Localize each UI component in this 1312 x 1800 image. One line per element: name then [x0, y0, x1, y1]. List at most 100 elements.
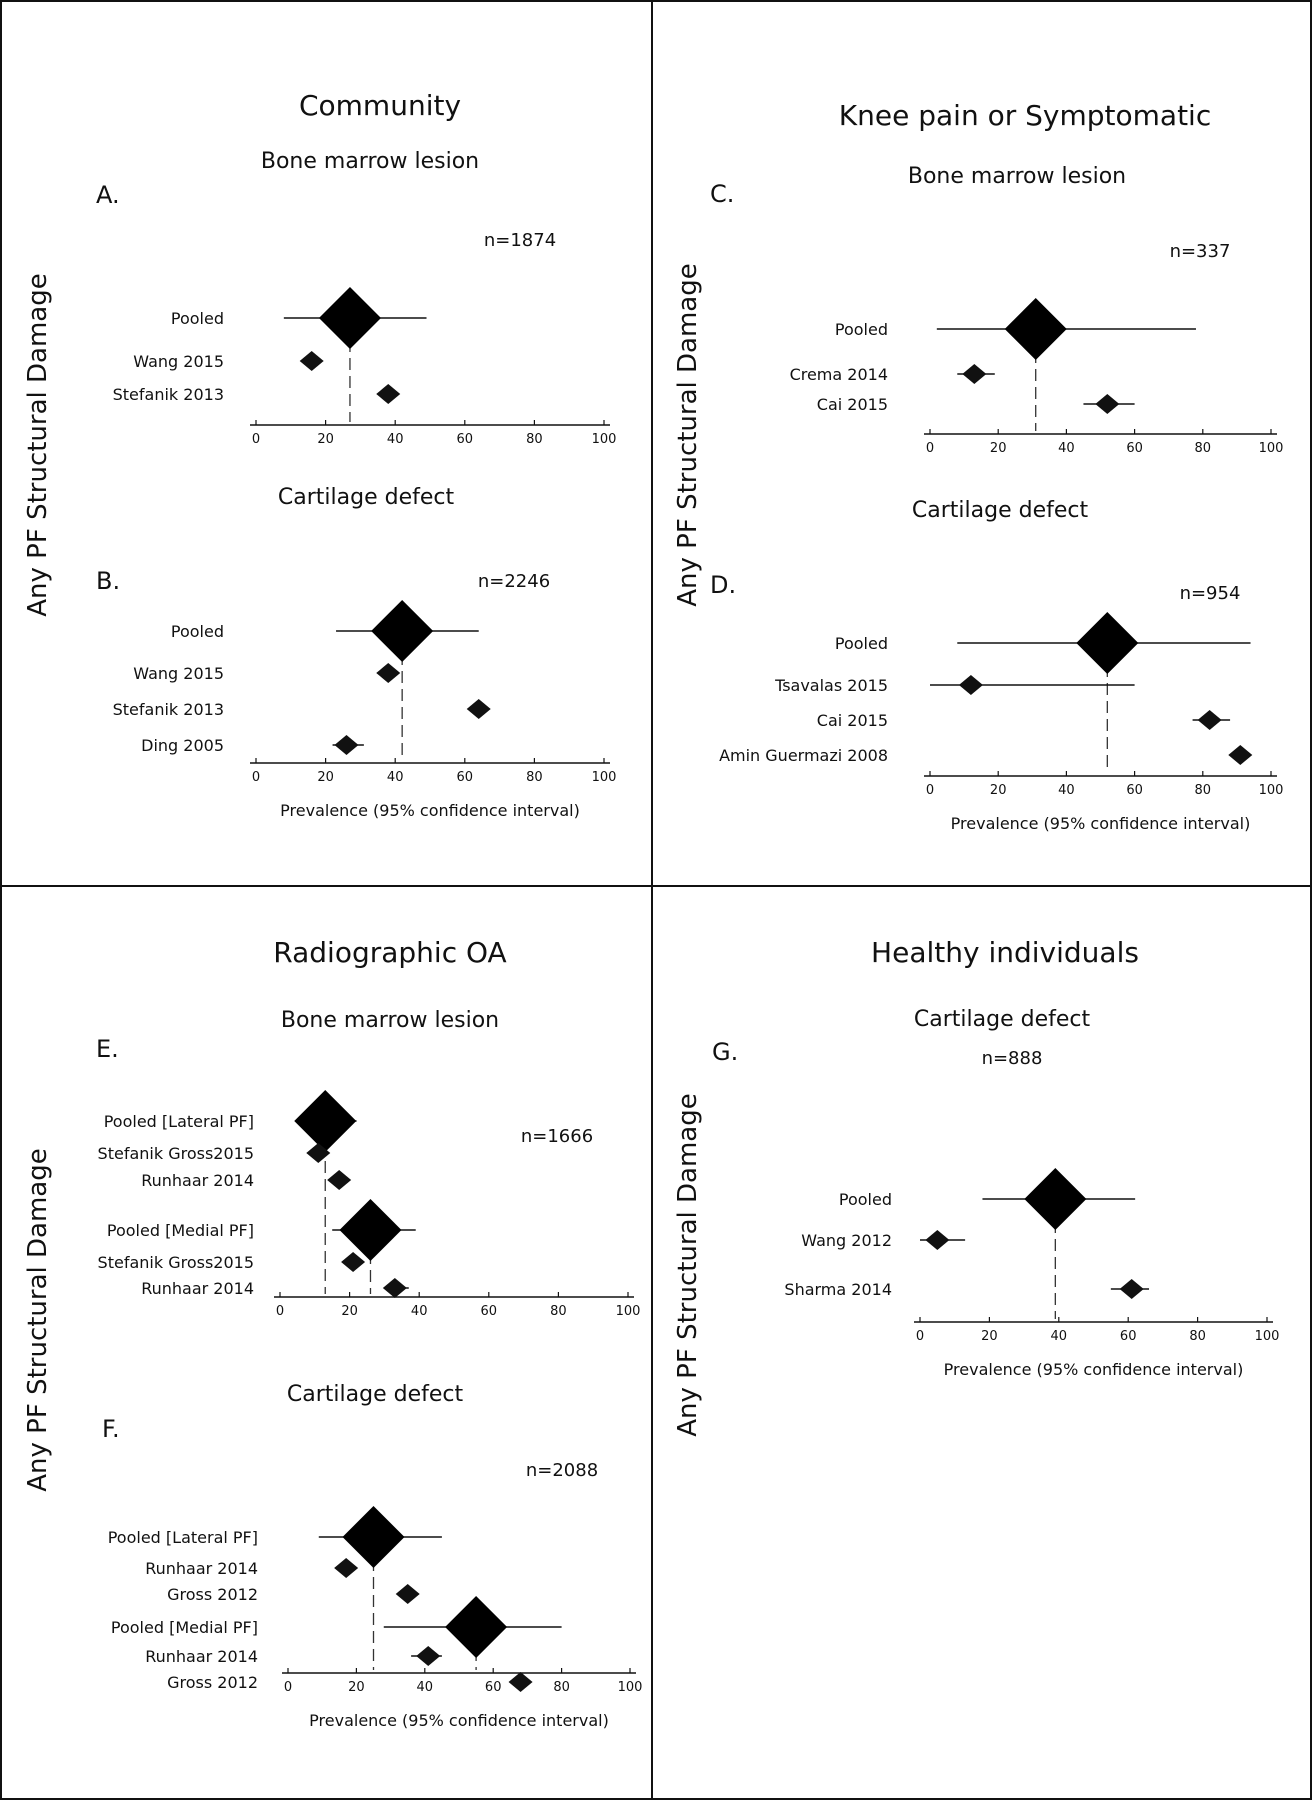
pooled-label: Pooled [Lateral PF]	[104, 1112, 254, 1131]
panel-title-healthy: Healthy individuals	[871, 936, 1139, 969]
x-axis-label: Prevalence (95% confidence interval)	[944, 1360, 1244, 1379]
y-axis-label-knee-pain: Any PF Structural Damage	[673, 263, 703, 606]
x-tick-label: 40	[411, 1304, 428, 1319]
study-label: Amin Guermazi 2008	[719, 746, 888, 765]
study-estimate-diamond	[376, 663, 401, 683]
study-label: Gross 2012	[167, 1585, 258, 1604]
x-tick-label: 40	[1058, 783, 1075, 798]
x-tick-label: 60	[457, 770, 474, 785]
x-tick-label: 40	[417, 1680, 434, 1695]
study-estimate-diamond	[925, 1230, 950, 1250]
study-estimate-diamond	[1095, 394, 1120, 414]
study-label: Ding 2005	[141, 736, 224, 755]
plot-title: Cartilage defect	[287, 1382, 464, 1407]
study-label: Wang 2015	[133, 664, 224, 683]
study-label: Runhaar 2014	[145, 1647, 258, 1666]
pooled-estimate-diamond	[294, 1090, 357, 1152]
study-label: Stefanik Gross2015	[98, 1144, 254, 1163]
pooled-label: Pooled	[835, 320, 888, 339]
x-tick-label: 60	[485, 1680, 502, 1695]
plot-letter: D.	[710, 571, 736, 599]
x-tick-label: 100	[592, 770, 617, 785]
x-tick-label: 20	[348, 1680, 365, 1695]
study-label: Runhaar 2014	[145, 1559, 258, 1578]
sample-size-label: n=1874	[484, 230, 556, 251]
x-tick-label: 0	[252, 770, 260, 785]
x-tick-label: 20	[990, 783, 1007, 798]
x-tick-label: 20	[317, 770, 334, 785]
plot-title: Cartilage defect	[278, 485, 455, 510]
x-tick-label: 80	[550, 1304, 567, 1319]
x-tick-label: 80	[1189, 1329, 1206, 1344]
plot-letter: B.	[96, 567, 120, 595]
study-estimate-diamond	[341, 1252, 366, 1272]
pooled-estimate-diamond	[318, 287, 381, 349]
x-tick-label: 60	[1120, 1329, 1137, 1344]
x-tick-label: 100	[1259, 441, 1284, 456]
plot-title: Cartilage defect	[912, 498, 1089, 523]
x-axis-label: Prevalence (95% confidence interval)	[951, 814, 1251, 833]
study-label: Tsavalas 2015	[774, 676, 888, 695]
sample-size-label: n=1666	[521, 1126, 593, 1147]
plot-title: Bone marrow lesion	[261, 149, 479, 174]
study-label: Sharma 2014	[784, 1280, 892, 1299]
x-tick-label: 100	[1259, 783, 1284, 798]
pooled-estimate-diamond	[445, 1596, 508, 1658]
study-label: Wang 2015	[133, 352, 224, 371]
study-label: Stefanik 2013	[113, 385, 224, 404]
study-estimate-diamond	[395, 1584, 420, 1604]
sample-size-label: n=2246	[478, 571, 550, 592]
pooled-estimate-diamond	[1004, 298, 1067, 360]
y-axis-label-healthy: Any PF Structural Damage	[673, 1093, 703, 1436]
forest-plot-c: Bone marrow lesion C. n=337 0 20 40 60 80 100 Poo…	[710, 164, 1283, 456]
study-label: Cai 2015	[817, 395, 888, 414]
forest-plot-d: Cartilage defect D. n=954 0 20 40 60 80 100 Preva…	[710, 498, 1283, 833]
pooled-estimate-diamond	[342, 1506, 405, 1568]
x-tick-label: 20	[981, 1329, 998, 1344]
pooled-label: Pooled [Medial PF]	[107, 1221, 254, 1240]
forest-plot-b: Cartilage defect B. n=2246 0 20 40 60 80 100 Prev…	[96, 485, 616, 820]
sample-size-label: n=954	[1180, 583, 1241, 604]
sample-size-label: n=337	[1170, 241, 1231, 262]
study-estimate-diamond	[1197, 710, 1222, 730]
pooled-estimate-diamond	[1024, 1168, 1087, 1230]
study-label: Wang 2012	[801, 1231, 892, 1250]
study-label: Gross 2012	[167, 1673, 258, 1692]
study-label: Runhaar 2014	[141, 1171, 254, 1190]
x-tick-label: 100	[618, 1680, 643, 1695]
pooled-label: Pooled [Lateral PF]	[108, 1528, 258, 1547]
x-tick-label: 60	[1126, 441, 1143, 456]
study-label: Crema 2014	[790, 365, 888, 384]
x-axis-label: Prevalence (95% confidence interval)	[280, 801, 580, 820]
x-tick-label: 40	[1058, 441, 1075, 456]
x-tick-label: 80	[553, 1680, 570, 1695]
plot-letter: F.	[102, 1415, 120, 1443]
x-tick-label: 20	[317, 432, 334, 447]
x-tick-label: 80	[1195, 783, 1212, 798]
x-tick-label: 80	[526, 432, 543, 447]
pooled-label: Pooled [Medial PF]	[111, 1618, 258, 1637]
x-tick-label: 80	[526, 770, 543, 785]
x-tick-label: 0	[916, 1329, 924, 1344]
x-tick-label: 80	[1195, 441, 1212, 456]
pooled-estimate-diamond	[371, 600, 434, 662]
study-estimate-diamond	[466, 699, 491, 719]
y-axis-label-community: Any PF Structural Damage	[23, 273, 53, 616]
study-estimate-diamond	[327, 1170, 352, 1190]
x-tick-label: 0	[926, 783, 934, 798]
sample-size-label: n=888	[982, 1048, 1043, 1069]
study-label: Cai 2015	[817, 711, 888, 730]
x-axis-label: Prevalence (95% confidence interval)	[309, 1711, 609, 1730]
plot-title: Cartilage defect	[914, 1007, 1091, 1032]
study-label: Runhaar 2014	[141, 1279, 254, 1298]
study-estimate-diamond	[508, 1672, 533, 1692]
panel-title-knee-pain: Knee pain or Symptomatic	[839, 99, 1211, 132]
x-tick-label: 20	[990, 441, 1007, 456]
forest-plot-g: Cartilage defect G. n=888 0 20 40 60 80 100 Preva…	[712, 1007, 1279, 1379]
study-estimate-diamond	[334, 735, 359, 755]
panel-title-radiographic-oa: Radiographic OA	[273, 936, 506, 969]
study-label: Stefanik Gross2015	[98, 1253, 254, 1272]
x-tick-label: 40	[387, 432, 404, 447]
study-estimate-diamond	[334, 1558, 359, 1578]
